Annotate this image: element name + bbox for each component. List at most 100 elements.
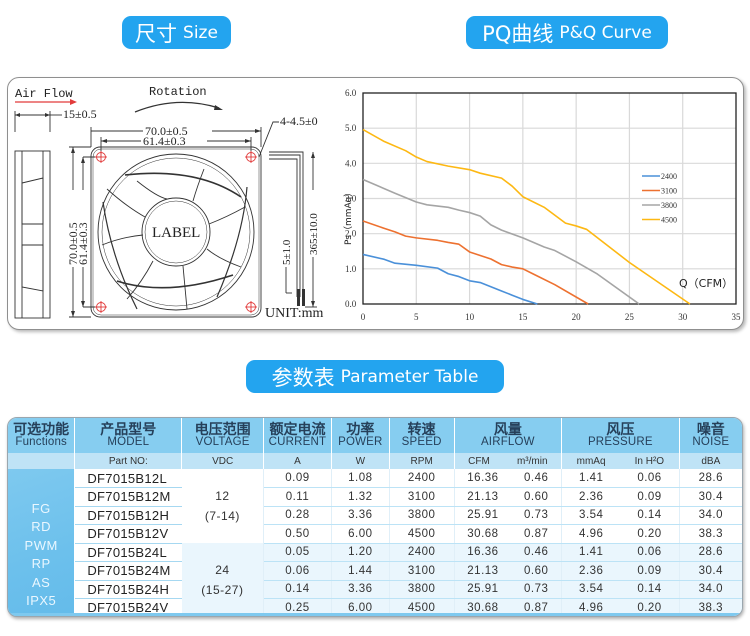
svg-text:61.4±0.3: 61.4±0.3 <box>143 134 186 148</box>
header-pressure: 风压 PRESSURE <box>561 418 680 453</box>
speed-cell: 2400 <box>389 543 455 562</box>
current-cell: 0.11 <box>263 487 332 507</box>
header-speed: 转速 SPEED <box>389 418 455 453</box>
svg-text:70.0±0.5: 70.0±0.5 <box>66 222 80 265</box>
header-model: 产品型号 MODEL <box>74 418 183 453</box>
function-item: RD <box>31 519 52 535</box>
pressure-cell: 3.54 0.14 <box>561 506 680 525</box>
legend-label: 4500 <box>661 216 677 225</box>
pressure-cell: 4.96 0.20 <box>561 598 680 616</box>
airflow-cell: 16.36 0.46 <box>454 543 563 562</box>
airflow-cell: 25.91 0.73 <box>454 580 563 599</box>
unit-label: UNIT:mm <box>265 306 324 321</box>
noise-cell: 38.3 <box>679 524 742 544</box>
header-current: 额定电流 CURRENT <box>263 418 332 453</box>
speed-cell: 2400 <box>389 469 455 488</box>
table-row: DF7015B12M 0.11 1.32 3100 21.13 0.60 2.36 0.09 3… <box>8 487 742 507</box>
function-item: RP <box>31 556 51 572</box>
svg-text:15±0.5: 15±0.5 <box>63 107 97 121</box>
model-cell: DF7015B24V <box>74 598 182 616</box>
svg-text:20: 20 <box>572 312 582 322</box>
table-row: DF7015B24L 24 (15-27) 0.05 1.20 2400 16.36 0.46… <box>8 543 742 616</box>
pressure-cell: 1.41 0.06 <box>561 543 680 562</box>
air-flow-label: Air Flow <box>15 87 73 101</box>
svg-text:365±10.0: 365±10.0 <box>308 213 320 255</box>
mounting-holes <box>95 151 257 313</box>
model-cell: DF7015B12V <box>74 524 182 544</box>
svg-text:1.0: 1.0 <box>345 264 357 274</box>
model-cell: DF7015B12L <box>74 469 182 488</box>
svg-text:25: 25 <box>625 312 635 322</box>
airflow-cell: 16.36 0.46 <box>454 469 563 488</box>
speed-cell: 3800 <box>389 580 455 599</box>
svg-text:15: 15 <box>518 312 528 322</box>
power-cell: 1.20 <box>331 543 390 562</box>
table-bottom-border <box>8 613 742 616</box>
speed-cell: 3100 <box>389 561 455 581</box>
current-cell: 0.28 <box>263 506 332 525</box>
legend-label: 3800 <box>661 201 677 210</box>
header-functions: 可选功能 Functions <box>8 418 76 453</box>
rotation-label: Rotation <box>149 85 207 99</box>
noise-cell: 28.6 <box>679 469 742 488</box>
pressure-cell: 1.41 0.06 <box>561 469 680 488</box>
airflow-cell: 21.13 0.60 <box>454 487 563 507</box>
parameter-table: 可选功能 Functions 产品型号 MODEL 电压范围 VOLTAGE 额定电流… <box>7 417 743 617</box>
power-cell: 1.44 <box>331 561 390 581</box>
svg-text:70.0±0.5: 70.0±0.5 <box>145 124 188 138</box>
current-cell: 0.09 <box>263 469 332 488</box>
svg-text:0.0: 0.0 <box>345 299 357 309</box>
voltage-cell: 12 (7-14) <box>181 469 264 543</box>
size-heading: 尺寸 Size <box>122 16 231 49</box>
model-cell: DF7015B24M <box>74 561 182 581</box>
current-cell: 0.06 <box>263 561 332 581</box>
function-item: IPX5 <box>26 593 57 609</box>
speed-cell: 3800 <box>389 506 455 525</box>
size-heading-en: Size <box>183 22 218 43</box>
speed-cell: 3100 <box>389 487 455 507</box>
airflow-cell: 21.13 0.60 <box>454 561 563 581</box>
size-heading-cn: 尺寸 <box>135 21 178 46</box>
svg-text:5±1.0: 5±1.0 <box>281 239 293 265</box>
svg-text:10: 10 <box>465 312 475 322</box>
param-heading-cn: 参数表 <box>271 365 335 390</box>
model-cell: DF7015B12H <box>74 506 182 525</box>
svg-text:30: 30 <box>678 312 688 322</box>
legend-label: 3100 <box>661 187 677 196</box>
svg-text:5.0: 5.0 <box>345 123 357 133</box>
model-cell: DF7015B12M <box>74 487 182 507</box>
airflow-cell: 30.68 0.87 <box>454 524 563 544</box>
function-item: AS <box>32 574 51 590</box>
series-line-3800 <box>362 178 640 305</box>
plot-area <box>362 92 737 305</box>
svg-text:6.0: 6.0 <box>345 88 357 98</box>
current-cell: 0.05 <box>263 543 332 562</box>
legend-label: 2400 <box>661 172 677 181</box>
header-noise: 噪音 NOISE <box>679 418 742 453</box>
table-row: DF7015B24H 0.14 3.36 3800 25.91 0.73 3.54 0.14 3… <box>8 580 742 599</box>
fan-hub <box>141 197 211 267</box>
current-cell: 0.25 <box>263 598 332 616</box>
fan-dimension-drawing: Air Flow Rotation 15±0.5 70.0±0.5 61.4±0… <box>14 85 324 321</box>
series-line-4500 <box>362 128 691 305</box>
current-cell: 0.14 <box>263 580 332 599</box>
series-line-3100 <box>362 220 589 305</box>
table-row: FG RD PWM RP AS IPX5 DF7015B12L 12 (7-14) 0.09 1.0… <box>8 469 742 616</box>
svg-text:5: 5 <box>414 312 419 322</box>
pressure-cell: 4.96 0.20 <box>561 524 680 544</box>
size-and-curve-panel <box>7 77 744 330</box>
speed-cell: 4500 <box>389 598 455 616</box>
noise-cell: 30.4 <box>679 487 742 507</box>
table-row: DF7015B12V 0.50 6.00 4500 30.68 0.87 4.96 0.20 3… <box>8 524 742 544</box>
function-item: FG <box>31 501 51 516</box>
power-cell: 3.36 <box>331 506 390 525</box>
svg-text:61.4±0.3: 61.4±0.3 <box>76 222 90 265</box>
function-item: PWM <box>24 537 58 553</box>
chart-legend: 2400 3100 3800 4500 <box>642 172 677 225</box>
noise-cell: 34.0 <box>679 580 742 599</box>
table-row: DF7015B24M 0.06 1.44 3100 21.13 0.60 2.36 0.09 3… <box>8 561 742 581</box>
x-axis-label: Q（CFM） <box>679 277 733 290</box>
table-row: DF7015B24V 0.25 6.00 4500 30.68 0.87 4.96 0.20 3… <box>8 598 742 616</box>
pq-curve-chart: 0.0 1.0 2.0 3.0 4.0 5.0 6.0 0 5 10 15 20 25 30 35 240… <box>343 88 741 322</box>
table-units-row: Part NO: VDC A W RPM CFM m³/min mmAq In H²… <box>8 453 742 469</box>
